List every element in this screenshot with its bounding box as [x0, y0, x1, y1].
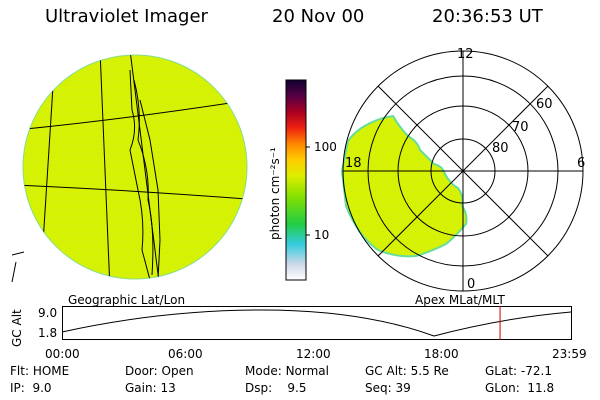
colorbar-tick-100: 100: [314, 140, 337, 154]
info-glat: GLat: -72.1: [485, 364, 552, 378]
auroral-oval-image: [340, 114, 468, 258]
time-tick-0600: 06:00: [168, 347, 203, 361]
polar-grid: [342, 50, 584, 292]
mlat-label-80: 80: [492, 141, 509, 156]
geographic-panel-label: Geographic Lat/Lon: [68, 293, 186, 307]
colorbar: [285, 79, 310, 281]
mlat-mlt-polar-plot: [340, 50, 584, 292]
info-dsp: Dsp: 9.5: [245, 381, 307, 395]
mlat-label-60: 60: [536, 97, 553, 112]
time-label: 20:36:53 UT: [432, 6, 543, 27]
time-tick-2359: 23:59: [552, 347, 587, 361]
info-gain: Gain: 13: [125, 381, 176, 395]
info-ip: IP: 9.0: [10, 381, 52, 395]
altitude-axis-label: GC Alt: [10, 309, 24, 347]
instrument-title: Ultraviolet Imager: [45, 6, 208, 27]
mlt-label-0: 0: [467, 277, 476, 292]
magnetic-panel-label: Apex MLat/MLT: [415, 293, 505, 307]
time-tick-1200: 12:00: [296, 347, 331, 361]
coast-fragment: [11, 251, 25, 283]
altitude-tick-1-8: 1.8: [38, 326, 58, 340]
mlt-label-6: 6: [577, 156, 586, 171]
info-door: Door: Open: [125, 364, 194, 378]
info-gc-alt: GC Alt: 5.5 Re: [365, 364, 449, 378]
info-flt: Flt: HOME: [10, 364, 70, 378]
colorbar-tick-10: 10: [314, 228, 330, 242]
altitude-tick-9: 9.0: [38, 306, 58, 320]
info-seq: Seq: 39: [365, 381, 411, 395]
mlt-label-12: 12: [457, 47, 474, 62]
info-mode: Mode: Normal: [245, 364, 329, 378]
date-label: 20 Nov 00: [272, 6, 365, 27]
mlt-label-18: 18: [345, 156, 362, 171]
altitude-curve: [61, 309, 572, 337]
uv-image-disk: [22, 54, 248, 280]
colorbar-unit-label: photon cm⁻²s⁻¹: [268, 147, 282, 240]
time-tick-1800: 18:00: [424, 347, 459, 361]
geographic-image-panel: [11, 54, 248, 283]
altitude-plot: [61, 306, 572, 340]
info-glon: GLon: 11.8: [485, 381, 555, 395]
time-tick-0000: 00:00: [45, 347, 80, 361]
mlat-label-70: 70: [512, 120, 529, 135]
lat-lon-grid: [23, 55, 247, 279]
